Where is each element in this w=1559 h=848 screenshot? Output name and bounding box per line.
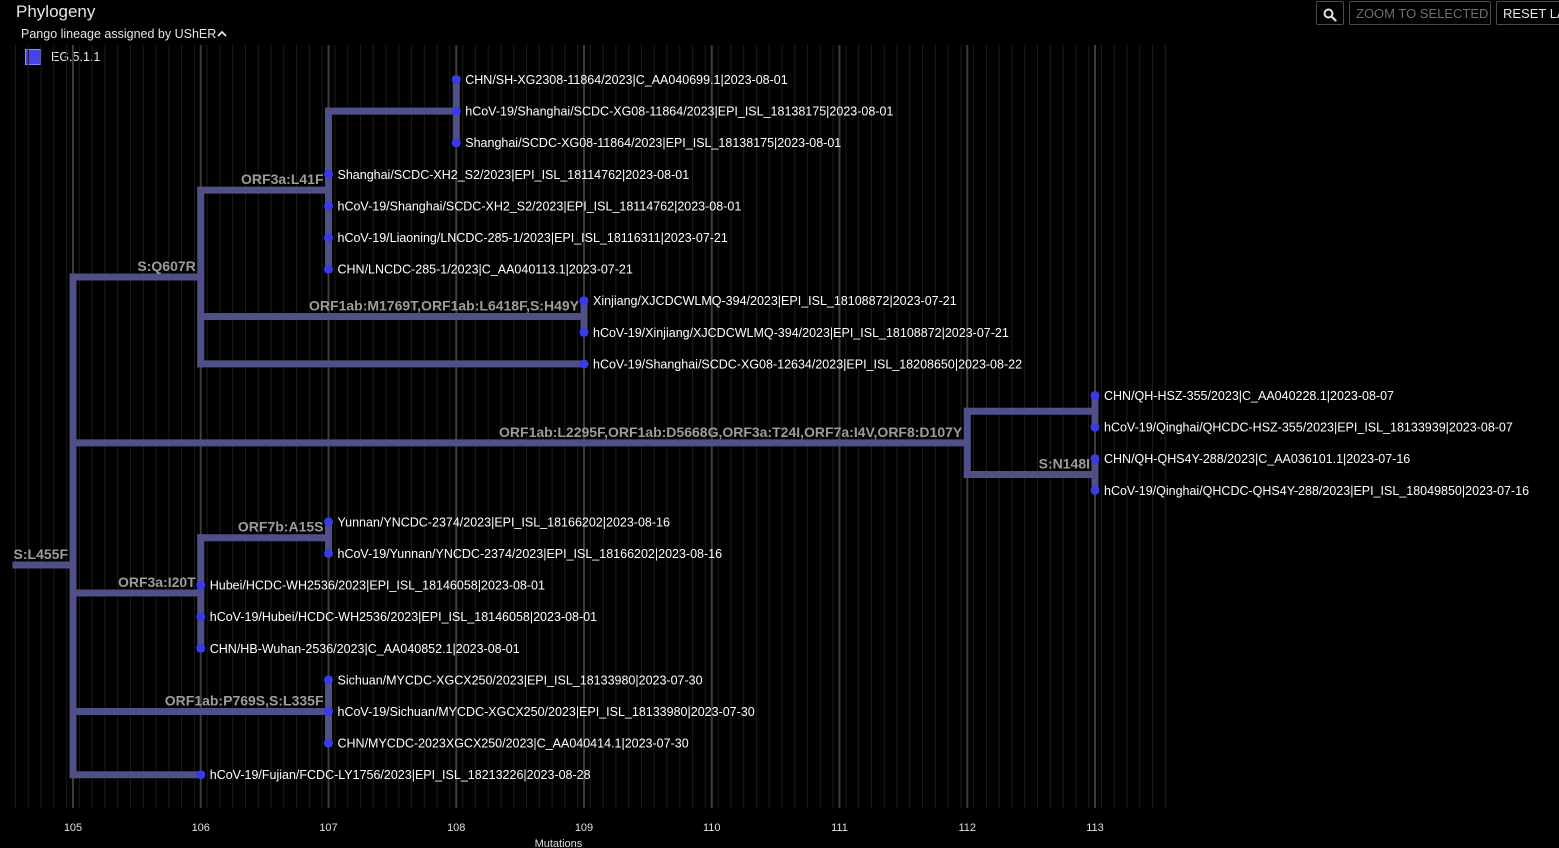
leaf-node[interactable] <box>1090 422 1100 432</box>
leaf-label[interactable]: hCoV-19/Sichuan/MYCDC-XGCX250/2023|EPI_I… <box>338 705 755 719</box>
leaf-node[interactable] <box>451 75 461 84</box>
x-tick-label: 110 <box>703 822 721 834</box>
leaf-node[interactable] <box>1090 454 1100 464</box>
leaf-label[interactable]: hCoV-19/Yunnan/YNCDC-2374/2023|EPI_ISL_1… <box>338 547 723 561</box>
legend-item[interactable]: EG.5.1.1 <box>25 49 100 65</box>
mutation-label: ORF1ab:L2295F,ORF1ab:D5668G,ORF3a:T24I,O… <box>499 424 963 440</box>
leaf-label[interactable]: CHN/HB-Wuhan-2536/2023|C_AA040852.1|2023… <box>210 642 520 656</box>
leaf-label[interactable]: hCoV-19/Shanghai/SCDC-XG08-12634/2023|EP… <box>593 357 1022 371</box>
leaf-label[interactable]: hCoV-19/Fujian/FCDC-LY1756/2023|EPI_ISL_… <box>210 768 591 782</box>
leaf-node[interactable] <box>324 517 333 527</box>
leaf-node[interactable] <box>196 612 206 622</box>
leaf-node[interactable] <box>324 675 333 685</box>
x-tick-label: 111 <box>831 822 848 834</box>
leaf-label[interactable]: Shanghai/SCDC-XH2_S2/2023|EPI_ISL_181147… <box>338 168 690 182</box>
leaf-node[interactable] <box>196 580 206 590</box>
leaf-label[interactable]: hCoV-19/Qinghai/QHCDC-QHS4Y-288/2023|EPI… <box>1104 484 1529 498</box>
leaf-label[interactable]: hCoV-19/Xinjiang/XJCDCWLMQ-394/2023|EPI_… <box>593 326 1009 340</box>
leaf-label[interactable]: Xinjiang/XJCDCWLMQ-394/2023|EPI_ISL_1810… <box>593 294 957 308</box>
leaf-node[interactable] <box>196 770 206 780</box>
x-tick-label: 109 <box>575 822 593 834</box>
mutation-label: S:N148I <box>1039 456 1090 472</box>
leaf-label[interactable]: Shanghai/SCDC-XG08-11864/2023|EPI_ISL_18… <box>465 136 841 150</box>
reset-layout-button[interactable]: RESET LA <box>1496 1 1559 25</box>
chevron-up-icon <box>217 27 227 41</box>
mutation-label: ORF3a:L41F <box>241 171 324 187</box>
legend-title: Pango lineage assigned by UShER <box>21 27 217 41</box>
magnifier-icon <box>1323 8 1337 22</box>
leaf-label[interactable]: hCoV-19/Hubei/HCDC-WH2536/2023|EPI_ISL_1… <box>210 610 597 624</box>
leaf-label[interactable]: Yunnan/YNCDC-2374/2023|EPI_ISL_18166202|… <box>338 515 670 529</box>
leaf-label[interactable]: CHN/QH-HSZ-355/2023|C_AA040228.1|2023-08… <box>1104 389 1394 403</box>
leaf-node[interactable] <box>1090 391 1100 400</box>
leaf-node[interactable] <box>324 233 333 242</box>
leaf-label[interactable]: CHN/SH-XG2308-11864/2023|C_AA040699.1|20… <box>465 73 787 87</box>
leaf-label[interactable]: hCoV-19/Shanghai/SCDC-XH2_S2/2023|EPI_IS… <box>338 199 742 213</box>
leaf-node[interactable] <box>324 707 333 716</box>
legend-swatch <box>25 49 41 65</box>
mutation-label: S:Q607R <box>137 258 195 274</box>
mutation-label: ORF3a:I20T <box>118 574 196 590</box>
mutation-label: ORF7b:A15S <box>238 519 324 535</box>
mutation-label: S:L455F <box>14 546 69 562</box>
zoom-to-selected-button[interactable]: ZOOM TO SELECTED <box>1349 1 1491 25</box>
leaf-node[interactable] <box>196 643 206 653</box>
leaf-label[interactable]: hCoV-19/Qinghai/QHCDC-HSZ-355/2023|EPI_I… <box>1104 421 1513 435</box>
legend-toggle[interactable]: Pango lineage assigned by UShER <box>21 27 227 41</box>
leaf-label[interactable]: CHN/MYCDC-2023XGCX250/2023|C_AA040414.1|… <box>338 737 689 751</box>
search-button[interactable] <box>1316 1 1344 25</box>
x-tick-label: 107 <box>319 822 337 834</box>
leaf-label[interactable]: hCoV-19/Liaoning/LNCDC-285-1/2023|EPI_IS… <box>338 231 728 245</box>
x-tick-label: 113 <box>1086 822 1104 834</box>
legend-item-label: EG.5.1.1 <box>51 50 101 64</box>
leaf-label[interactable]: hCoV-19/Shanghai/SCDC-XG08-11864/2023|EP… <box>465 105 893 119</box>
leaf-node[interactable] <box>324 169 333 179</box>
x-tick-label: 108 <box>447 822 465 834</box>
leaf-node[interactable] <box>579 327 589 337</box>
leaf-label[interactable]: CHN/LNCDC-285-1/2023|C_AA040113.1|2023-0… <box>338 263 633 277</box>
leaf-node[interactable] <box>324 201 333 211</box>
x-tick-label: 112 <box>958 822 976 834</box>
x-tick-label: 105 <box>64 822 82 834</box>
leaf-node[interactable] <box>451 138 461 148</box>
leaf-node[interactable] <box>324 264 333 274</box>
leaf-label[interactable]: Hubei/HCDC-WH2536/2023|EPI_ISL_18146058|… <box>210 579 545 593</box>
mutation-label: ORF1ab:M1769T,ORF1ab:L6418F,S:H49Y <box>309 298 580 314</box>
leaf-label[interactable]: Sichuan/MYCDC-XGCX250/2023|EPI_ISL_18133… <box>338 673 703 687</box>
leaf-node[interactable] <box>579 296 589 306</box>
x-axis-label: Mutations <box>535 838 583 848</box>
mutation-label: ORF1ab:P769S,S:L335F <box>165 693 324 709</box>
leaf-node[interactable] <box>324 549 333 558</box>
leaf-node[interactable] <box>451 106 461 116</box>
leaf-label[interactable]: CHN/QH-QHS4Y-288/2023|C_AA036101.1|2023-… <box>1104 452 1410 466</box>
leaf-node[interactable] <box>324 738 333 748</box>
leaf-node[interactable] <box>1090 485 1100 495</box>
x-tick-label: 106 <box>192 822 210 834</box>
leaf-node[interactable] <box>579 359 589 369</box>
panel-title: Phylogeny <box>16 2 96 21</box>
